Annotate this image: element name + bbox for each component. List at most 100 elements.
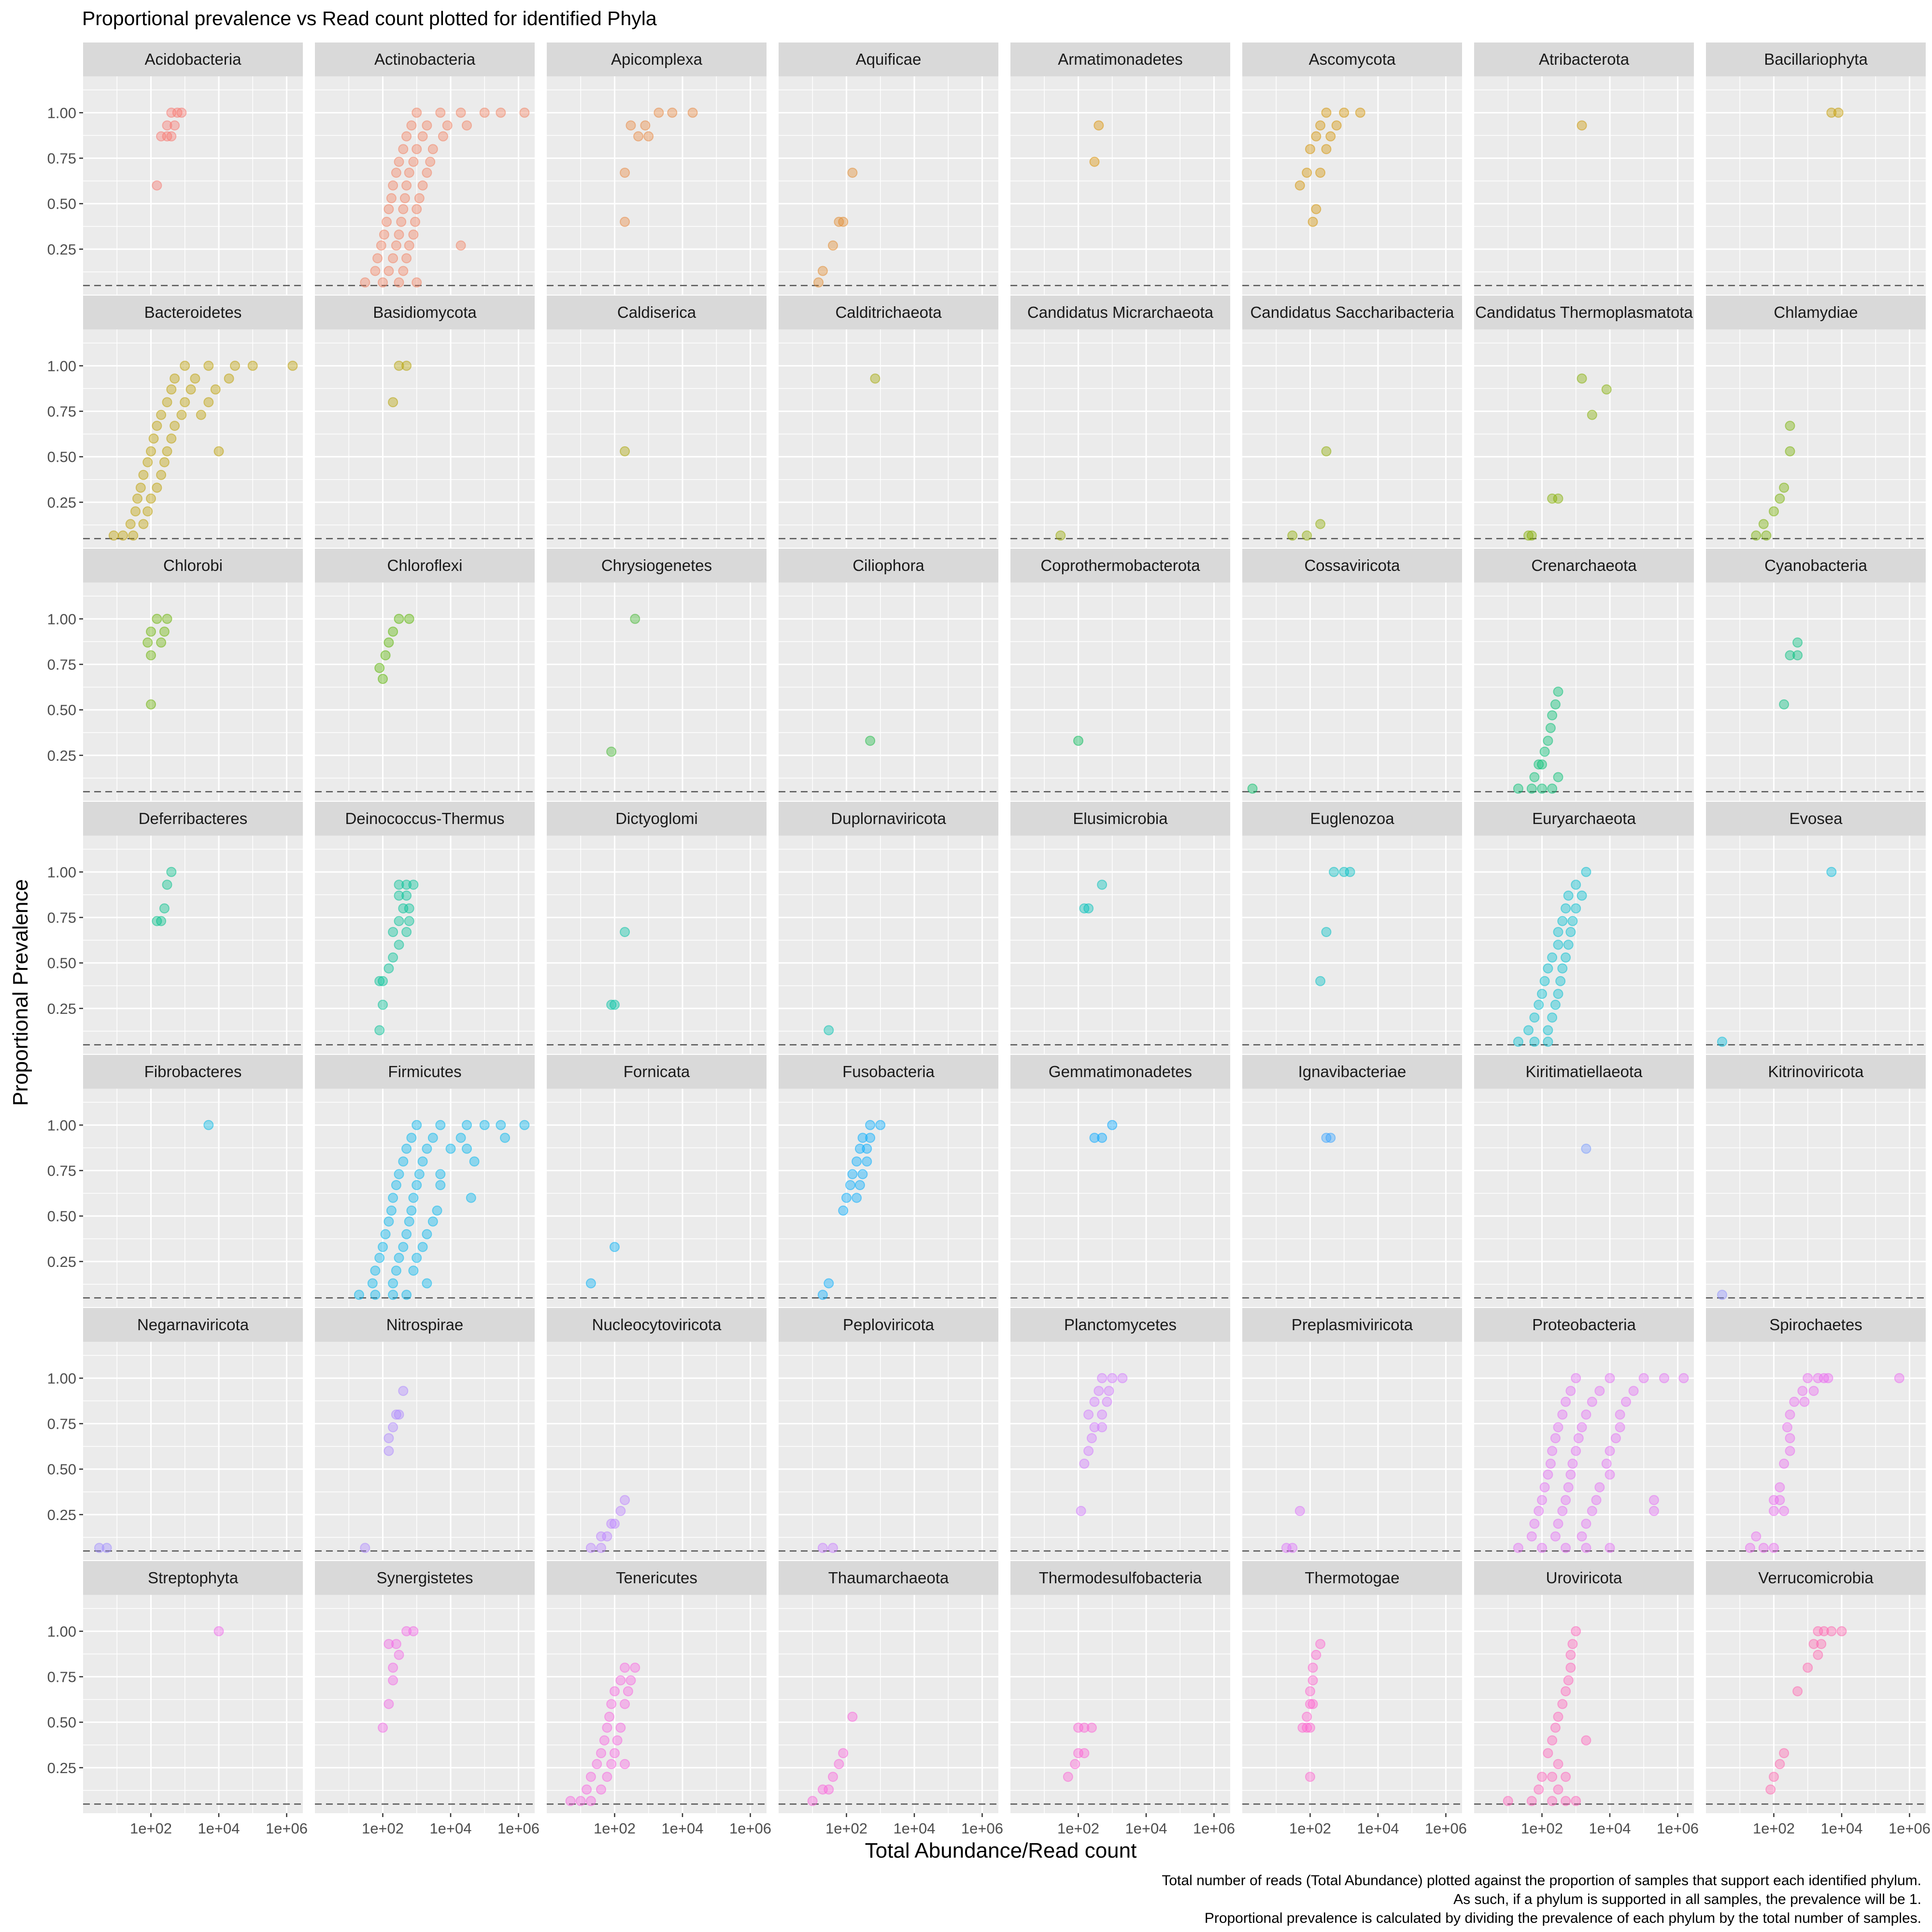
data-point [394,1252,404,1263]
facet-panel: Thaumarchaeota 1e+02 1e+04 1e+06 [779,1561,1003,1837]
facet-plot: 1e+02 1e+04 1e+06 [779,1595,1003,1837]
data-point [412,277,422,288]
data-point [1305,1686,1315,1697]
facet-label: Euryarchaeota [1532,810,1636,827]
facet-strip [83,296,303,329]
data-point [807,1796,818,1806]
facet-plot [779,76,998,295]
x-tick-label: 1e+04 [661,1820,703,1837]
data-point [1571,1373,1581,1383]
data-point [406,1133,417,1143]
data-point [176,107,187,118]
data-point [1547,1446,1558,1456]
data-point [1307,1699,1318,1709]
facet-strip [1010,802,1230,836]
panel-background [1242,1342,1462,1560]
facet-label: Planctomycetes [1064,1316,1177,1334]
panel-background [1242,1089,1462,1307]
facet-panel: Fornicata [547,1055,767,1307]
facet-plot: 1e+02 1e+04 1e+06 [315,1595,540,1837]
facet-label: Preplasmiviricota [1292,1316,1413,1334]
facet-label: Chlamydiae [1774,303,1858,321]
data-point [1785,650,1795,661]
panel-background [779,1342,998,1560]
data-point [466,1193,476,1203]
data-point [427,144,438,155]
data-point [1094,1386,1104,1396]
y-tick-label: 0.50 [47,449,76,466]
data-point [1628,1386,1639,1396]
data-point [1545,1458,1556,1469]
facet-label: Dictyoglomi [615,810,698,827]
data-point [388,1675,398,1686]
data-point [1561,1686,1571,1697]
facet-panel: Chlamydiae [1706,296,1926,548]
data-point [1565,927,1576,938]
data-point [148,433,159,444]
data-point [1758,1543,1769,1553]
data-point [1534,1784,1544,1795]
y-tick-label: 0.50 [47,702,76,719]
data-point [130,506,141,517]
panel-background [1010,1089,1230,1307]
facet-label: Bacillariophyta [1764,50,1868,68]
facet-panel: Proteobacteria [1474,1308,1694,1560]
data-point [1648,1506,1659,1516]
facet-label: Synergistetes [377,1569,473,1587]
data-point [379,229,389,240]
data-point [1775,1482,1785,1492]
data-point [1823,1373,1833,1383]
facet-plot [1474,76,1694,295]
facet-plot [1706,1089,1926,1307]
facet-label: Firmicutes [388,1063,461,1080]
data-point [1287,1543,1298,1553]
facet-panel: Coprothermobacterota [1010,549,1230,801]
panel-background [779,76,998,295]
panel-background [779,1595,998,1813]
panel-background [83,836,303,1054]
facet-plot [1010,582,1230,801]
facet-strip [1010,549,1230,582]
data-point [435,1169,446,1179]
data-point [1553,989,1563,999]
data-point [1331,120,1342,131]
data-point [1503,1796,1513,1806]
data-point [1355,107,1365,118]
facet-panels: Acidobacteria 0.25 0.50 0.75 1.00 Actinobacte… [47,43,1931,1837]
data-point [1302,1722,1312,1733]
data-point [1577,373,1587,384]
facet-panel: Dictyoglomi [547,802,767,1054]
data-point [170,120,180,131]
panel-background [315,582,535,801]
facet-panel: Deinococcus-Thermus [315,802,535,1054]
data-point [817,1543,828,1553]
data-point [1561,1796,1571,1806]
facet-panel: Evosea [1706,802,1926,1054]
data-point [146,626,156,637]
facet-plot: 1e+02 1e+04 1e+06 [547,1595,771,1837]
facet-label: Duplornaviricota [831,810,946,827]
data-point [610,999,620,1010]
data-point [1534,759,1544,770]
data-point [1543,1748,1553,1759]
data-point [1529,772,1540,782]
facet-panel: Spirochaetes [1706,1308,1926,1560]
facet-strip [1706,549,1926,582]
facet-panel: Armatimonadetes [1010,43,1230,295]
y-tick-label: 0.25 [47,1760,76,1776]
data-point [1321,144,1332,155]
data-point [1813,1649,1823,1660]
data-point [401,1229,412,1239]
data-point [412,204,422,214]
data-point [640,120,651,131]
data-point [1305,1722,1315,1733]
facet-label: Candidatus Saccharibacteria [1250,303,1455,321]
data-point [170,421,180,431]
data-point [384,963,394,974]
data-point [135,483,146,493]
data-point [1107,1373,1118,1383]
data-point [620,927,630,938]
data-point [585,1278,596,1289]
data-point [625,120,636,131]
facet-label: Candidatus Thermoplasmatota [1475,303,1693,321]
